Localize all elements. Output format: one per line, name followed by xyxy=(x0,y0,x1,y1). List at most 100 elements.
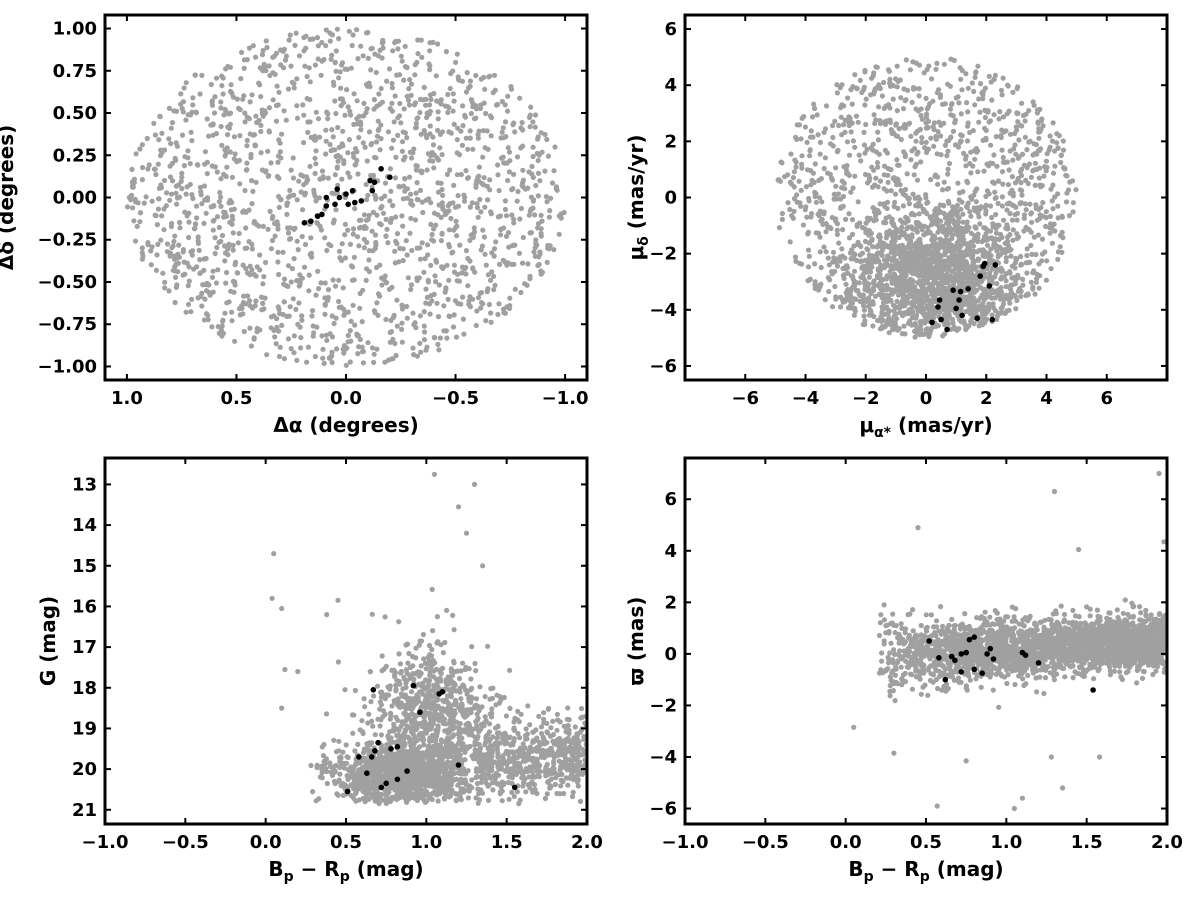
field-star-point xyxy=(958,138,964,144)
field-star-point xyxy=(407,149,413,155)
field-star-point xyxy=(506,796,512,803)
field-star-point xyxy=(168,125,174,131)
field-star-point xyxy=(996,116,1002,122)
field-star-point xyxy=(393,154,399,160)
field-star-point xyxy=(210,121,216,127)
field-star-point xyxy=(268,160,274,166)
field-star-point xyxy=(371,97,377,103)
field-star-point xyxy=(156,137,162,143)
field-star-point xyxy=(995,289,1002,295)
field-star-point xyxy=(266,63,272,69)
field-star-point xyxy=(975,231,981,237)
field-star-point xyxy=(291,350,297,356)
field-star-point xyxy=(870,323,876,329)
field-star-point xyxy=(421,128,427,134)
field-star-point xyxy=(315,56,321,62)
field-star-point xyxy=(386,286,392,292)
field-star-point xyxy=(404,135,410,141)
field-star-point xyxy=(969,305,975,311)
field-star-point xyxy=(423,286,429,292)
field-star-point xyxy=(467,78,473,84)
field-star-point xyxy=(389,100,395,106)
field-star-point xyxy=(320,174,326,180)
field-star-point xyxy=(372,732,378,738)
field-star-point xyxy=(229,309,235,315)
field-star-point xyxy=(841,122,847,128)
field-star-point xyxy=(542,131,548,138)
field-star-point xyxy=(1024,246,1030,252)
field-star-point xyxy=(308,762,314,769)
field-star-point xyxy=(414,196,420,202)
field-star-point xyxy=(485,797,492,804)
field-star-point xyxy=(464,70,470,76)
field-star-point xyxy=(266,129,272,135)
field-star-point xyxy=(907,238,914,244)
field-star-point xyxy=(530,153,536,160)
field-star-point xyxy=(1009,202,1015,208)
field-star-point xyxy=(237,107,243,113)
field-star-point xyxy=(459,142,465,148)
field-star-point xyxy=(130,184,136,190)
field-star-point xyxy=(276,204,282,210)
field-star-point xyxy=(492,282,498,288)
field-star-point xyxy=(410,202,416,208)
field-star-point xyxy=(1026,108,1032,114)
field-star-point xyxy=(360,348,366,355)
x-tick-label: −0.5 xyxy=(432,388,479,409)
field-star-point xyxy=(459,78,466,84)
field-star-point xyxy=(894,298,900,304)
field-star-point xyxy=(519,120,525,126)
field-star-point xyxy=(219,142,225,148)
field-star-point xyxy=(951,211,957,217)
field-star-point xyxy=(433,73,439,79)
field-star-point xyxy=(156,196,162,202)
field-star-point xyxy=(390,48,396,54)
field-star-point xyxy=(325,175,331,181)
field-star-point xyxy=(852,282,858,289)
field-star-point xyxy=(929,259,936,265)
field-star-point xyxy=(335,158,341,164)
field-star-point xyxy=(264,44,270,51)
field-star-point xyxy=(956,270,962,276)
field-star-point xyxy=(153,213,159,219)
field-star-point xyxy=(488,115,495,121)
field-star-point xyxy=(306,65,312,71)
field-star-point xyxy=(201,183,207,189)
field-star-point xyxy=(952,120,958,126)
data-points xyxy=(124,26,567,368)
field-star-point xyxy=(352,322,358,328)
field-star-point xyxy=(812,279,818,285)
field-star-point xyxy=(865,247,871,253)
field-star-point xyxy=(919,139,925,146)
field-star-point xyxy=(929,272,935,278)
field-star-point xyxy=(348,263,355,269)
field-star-point xyxy=(894,182,900,188)
field-star-point xyxy=(838,114,844,120)
field-star-point xyxy=(950,281,957,287)
field-star-point xyxy=(945,81,951,87)
field-star-point xyxy=(495,172,501,178)
field-star-point xyxy=(451,312,457,318)
field-star-point xyxy=(1050,206,1056,212)
field-star-point xyxy=(403,238,409,244)
field-star-point xyxy=(267,208,273,214)
field-star-point xyxy=(288,236,294,242)
field-star-point xyxy=(304,174,310,180)
field-star-point xyxy=(450,108,456,114)
field-star-point xyxy=(212,250,218,257)
field-star-point xyxy=(871,167,877,173)
field-star-point xyxy=(157,114,163,120)
field-star-point xyxy=(487,177,493,183)
field-star-point xyxy=(428,221,434,227)
field-star-point xyxy=(798,136,804,142)
field-star-point xyxy=(382,180,389,186)
field-star-point xyxy=(158,147,164,153)
field-star-point xyxy=(879,310,885,316)
field-star-point xyxy=(961,150,967,156)
field-star-point xyxy=(548,195,554,201)
field-star-point xyxy=(232,151,238,157)
field-star-point xyxy=(1036,126,1042,132)
field-star-point xyxy=(966,323,972,329)
field-star-point xyxy=(500,154,506,160)
field-star-point xyxy=(320,355,326,361)
